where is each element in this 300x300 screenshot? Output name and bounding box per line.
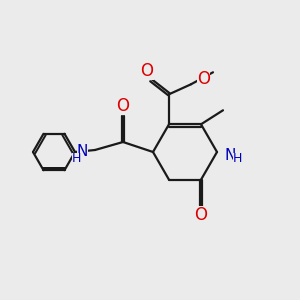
Text: O: O <box>194 206 208 224</box>
Text: O: O <box>116 97 130 115</box>
Text: H: H <box>72 152 81 166</box>
Text: O: O <box>140 62 154 80</box>
Text: H: H <box>233 152 242 166</box>
Text: N: N <box>225 148 236 163</box>
Text: N: N <box>76 145 88 160</box>
Text: O: O <box>197 70 210 88</box>
